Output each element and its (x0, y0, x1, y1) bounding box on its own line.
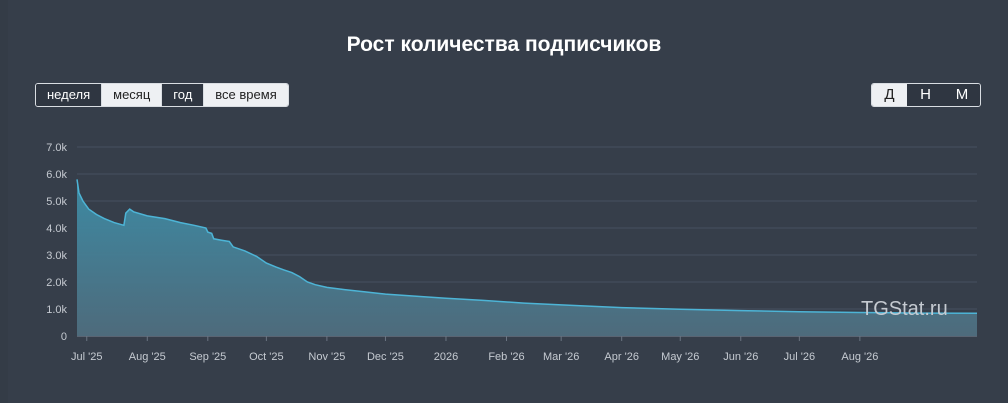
x-tick-label: Sep '25 (189, 351, 226, 363)
y-tick-label: 7.0k (46, 142, 67, 154)
x-tick-label: Jun '26 (723, 351, 758, 363)
chart-title: Рост количества подписчиков (346, 33, 662, 56)
x-tick-label: May '26 (661, 351, 699, 363)
y-tick-label: 4.0k (46, 223, 67, 235)
x-tick-label: Aug '26 (841, 351, 878, 363)
x-tick-label: Mar '26 (543, 351, 579, 363)
x-tick-label: Aug '25 (129, 351, 166, 363)
y-tick-label: 3.0k (46, 250, 67, 262)
x-tick-label: Jul '26 (784, 351, 815, 363)
y-tick-label: 5.0k (46, 196, 67, 208)
granularity-toggle: Д Н М (871, 83, 981, 107)
y-tick-label: 2.0k (46, 277, 67, 289)
y-tick-label: 1.0k (46, 304, 67, 316)
range-button-all-time[interactable]: все время (204, 84, 288, 106)
subscribers-series-line (76, 179, 978, 315)
range-button-month[interactable]: месяц (102, 84, 163, 106)
x-tick-label: 2026 (434, 351, 458, 363)
x-tick-label: Feb '26 (488, 351, 524, 363)
range-button-week[interactable]: неделя (36, 84, 103, 106)
watermark: TGStat.ru (861, 298, 948, 320)
period-range-toggle: неделя месяц год все время (35, 83, 289, 107)
x-tick-label: Jul '25 (71, 351, 102, 363)
range-button-year[interactable]: год (162, 84, 205, 106)
subscribers-area-fill (77, 179, 977, 336)
x-tick-label: Oct '25 (249, 351, 284, 363)
x-tick-label: Nov '25 (308, 351, 345, 363)
y-tick-label: 6.0k (46, 169, 67, 181)
granularity-button-day[interactable]: Д (872, 84, 908, 106)
granularity-button-week[interactable]: Н (908, 84, 944, 106)
y-tick-label: 0 (61, 331, 67, 343)
x-tick-label: Dec '25 (367, 351, 404, 363)
granularity-button-month[interactable]: М (944, 84, 980, 106)
x-tick-label: Apr '26 (604, 351, 639, 363)
